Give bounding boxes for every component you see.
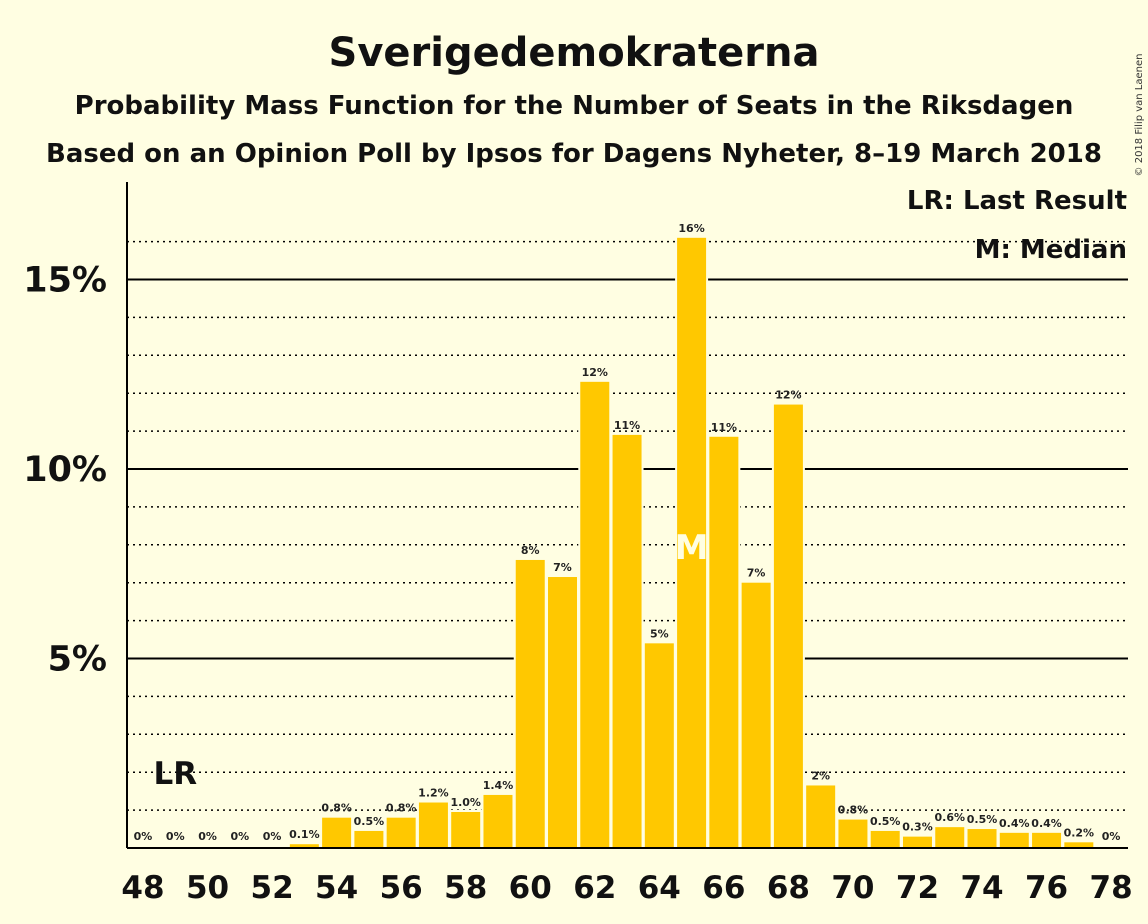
x-tick-labels: 48 50 52 54 56 58 60 62 64 66 68 70 72 74 76 78 [121, 870, 1132, 906]
data-label-seat-52: 0% [263, 830, 282, 843]
x-tick-label: 66 [702, 870, 745, 906]
copyright-text: © 2018 Filip van Laenen [1134, 54, 1145, 177]
last-result-marker: LR [153, 756, 197, 792]
x-tick-label: 64 [638, 870, 681, 906]
bar-seat-56 [386, 817, 416, 848]
data-label-seat-53: 0.1% [289, 828, 320, 841]
bar-seat-64 [644, 643, 674, 848]
median-marker: M [675, 528, 709, 568]
data-label-seat-70: 0.8% [838, 804, 869, 817]
data-label-seat-76: 0.4% [1031, 817, 1062, 830]
bar-seat-53 [289, 844, 319, 848]
data-label-seat-75: 0.4% [999, 817, 1030, 830]
bar-seat-71 [870, 830, 900, 848]
data-label-seat-73: 0.6% [934, 811, 965, 824]
legend-last-result: LR: Last Result [907, 186, 1127, 216]
data-labels: 0% 0% 0% 0% 0% 0.1%0.8%0.5%0.8%1.2%1.0%1.4%8%… [134, 222, 1121, 843]
x-tick-label: 62 [573, 870, 616, 906]
markers: LR M [153, 528, 708, 792]
data-label-seat-51: 0% [230, 830, 249, 843]
x-tick-label: 78 [1090, 870, 1133, 906]
data-label-seat-71: 0.5% [870, 815, 901, 828]
bar-seat-66 [709, 436, 739, 848]
bar-seat-59 [483, 794, 513, 848]
bar-seat-74 [967, 829, 997, 848]
bar-series [287, 235, 1096, 848]
data-label-seat-48: 0% [134, 830, 153, 843]
chart-title: Sverigedemokraterna [329, 30, 820, 76]
data-label-seat-64: 5% [650, 627, 669, 640]
data-label-seat-50: 0% [198, 830, 217, 843]
data-label-seat-57: 1.2% [418, 787, 449, 800]
data-label-seat-74: 0.5% [967, 813, 998, 826]
bar-seat-61 [548, 577, 578, 848]
data-label-seat-77: 0.2% [1064, 826, 1095, 839]
bar-seat-70 [838, 819, 868, 848]
bar-seat-62 [580, 381, 610, 848]
grid-lines [127, 240, 1128, 811]
data-label-seat-69: 2% [811, 769, 830, 782]
x-tick-label: 70 [831, 870, 874, 906]
x-tick-label: 54 [315, 870, 358, 906]
x-tick-label: 56 [380, 870, 423, 906]
data-label-seat-67: 7% [747, 567, 766, 580]
bar-seat-75 [999, 832, 1029, 848]
x-tick-label: 68 [767, 870, 810, 906]
data-label-seat-68: 12% [775, 389, 801, 402]
bar-seat-57 [418, 802, 448, 848]
y-tick-label: 15% [23, 261, 107, 301]
bar-seat-58 [451, 811, 481, 848]
data-label-seat-65: 16% [678, 222, 704, 235]
chart-subtitle: Probability Mass Function for the Number… [75, 91, 1074, 121]
data-label-seat-59: 1.4% [483, 779, 514, 792]
x-tick-label: 60 [509, 870, 552, 906]
bar-seat-65 [677, 237, 707, 848]
y-tick-label: 10% [23, 450, 107, 490]
bar-seat-73 [935, 827, 965, 848]
y-tick-labels: 5% 10% 15% [23, 261, 107, 680]
legend-median: M: Median [975, 235, 1127, 265]
data-label-seat-63: 11% [614, 419, 640, 432]
bar-seat-77 [1064, 842, 1094, 848]
data-label-seat-54: 0.8% [321, 802, 352, 815]
x-tick-label: 50 [186, 870, 229, 906]
chart-subtitle-2: Based on an Opinion Poll by Ipsos for Da… [46, 139, 1102, 169]
x-tick-label: 58 [444, 870, 487, 906]
data-label-seat-49: 0% [166, 830, 185, 843]
x-tick-label: 76 [1025, 870, 1068, 906]
x-tick-label: 52 [251, 870, 294, 906]
bar-seat-67 [741, 582, 771, 848]
data-label-seat-61: 7% [553, 561, 572, 574]
data-label-seat-55: 0.5% [354, 815, 385, 828]
data-label-seat-72: 0.3% [902, 821, 933, 834]
data-label-seat-78: 0% [1102, 830, 1121, 843]
x-tick-label: 74 [960, 870, 1003, 906]
bar-seat-69 [806, 785, 836, 848]
bar-seat-76 [1032, 832, 1062, 848]
bar-seat-63 [612, 434, 642, 848]
bar-seat-72 [902, 836, 932, 848]
x-tick-label: 48 [121, 870, 164, 906]
y-tick-label: 5% [48, 640, 107, 680]
bar-seat-55 [354, 830, 384, 848]
bar-seat-54 [322, 817, 352, 848]
x-tick-label: 72 [896, 870, 939, 906]
data-label-seat-56: 0.8% [386, 802, 417, 815]
bar-seat-60 [515, 559, 545, 848]
data-label-seat-62: 12% [582, 366, 608, 379]
bar-seat-68 [773, 404, 803, 848]
data-label-seat-66: 11% [711, 421, 737, 434]
data-label-seat-58: 1.0% [450, 796, 481, 809]
data-label-seat-60: 8% [521, 544, 540, 557]
